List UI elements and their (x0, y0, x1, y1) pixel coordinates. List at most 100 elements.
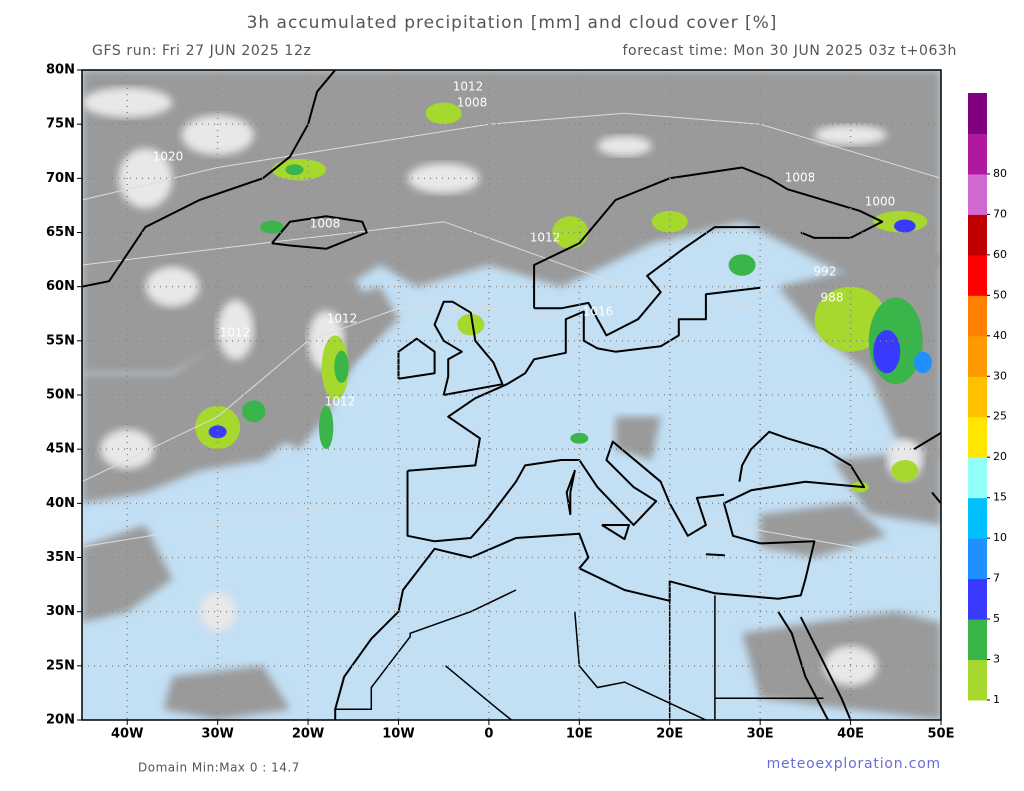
coastline (931, 491, 941, 504)
colorbar-label: 10 (993, 531, 1007, 544)
isobar-label: 1012 (325, 395, 356, 409)
colorbar-segment (968, 538, 987, 580)
coastline (601, 524, 630, 541)
lat-tick-label: 45N (46, 442, 75, 457)
precip-patch (208, 425, 227, 439)
precip-patch (242, 400, 266, 423)
colorbar-label: 5 (993, 612, 1000, 625)
cloud-bright (82, 87, 173, 118)
colorbar-label: 15 (993, 491, 1007, 504)
coastline (406, 440, 725, 543)
colorbar-label: 70 (993, 207, 1007, 220)
precip-patch (552, 216, 589, 249)
colorbar-label: 60 (993, 248, 1007, 261)
lon-tick-label: 30W (201, 727, 233, 742)
precip-patch (457, 313, 485, 336)
coastline (705, 553, 725, 557)
isobar-label: 1012 (327, 312, 358, 326)
cloud-cover (163, 665, 290, 720)
colorbar-label: 7 (993, 572, 1000, 585)
lon-tick-label: 20E (656, 727, 683, 742)
isobar-label: 1000 (865, 195, 896, 209)
precip-patch (318, 405, 334, 450)
precip-patch (873, 330, 901, 374)
coastline (397, 337, 436, 380)
isobar-label: 1012 (453, 80, 484, 94)
lat-tick-label: 65N (46, 225, 75, 240)
map-area: 1012 1008 1020 1008 1012 1008 1000 992 988 1012 10… (82, 70, 941, 720)
cloud-cover (760, 503, 887, 558)
colorbar-segment (968, 416, 987, 458)
run-label: GFS run: Fri 27 JUN 2025 12z (92, 43, 311, 59)
isobar (82, 221, 761, 309)
isobar-label: 1020 (153, 150, 184, 164)
cloud-bright (199, 591, 236, 632)
border (445, 665, 513, 720)
colorbar-label: 30 (993, 369, 1007, 382)
coastline (565, 469, 576, 516)
cloud-cover (82, 525, 173, 623)
isobar-label: 1008 (310, 217, 341, 231)
lon-tick-label: 30E (747, 727, 774, 742)
lat-tick-label: 40N (46, 496, 75, 511)
precip-patch (814, 286, 887, 352)
coastline (533, 166, 884, 309)
border (335, 589, 517, 710)
precip-patch (334, 350, 349, 384)
site-credit[interactable]: meteoexploration.com (767, 756, 941, 772)
cloud-bright (407, 163, 480, 194)
colorbar-segment (968, 376, 987, 418)
colorbar-label: 80 (993, 167, 1007, 180)
colorbar-label: 50 (993, 288, 1007, 301)
precip-patch (425, 102, 462, 125)
lat-tick-label: 30N (46, 604, 75, 619)
title: 3h accumulated precipitation [mm] and cl… (247, 13, 778, 33)
lon-tick-label: 10E (566, 727, 593, 742)
domain-minmax: Domain Min:Max 0 : 14.7 (138, 761, 300, 775)
cloud-bright (597, 135, 652, 156)
precip-patch (728, 254, 756, 276)
coastline (334, 430, 866, 720)
lat-tick-label: 55N (46, 333, 75, 348)
isobar-label: 1012 (220, 326, 251, 340)
coastline (534, 226, 761, 337)
cloud-bright (814, 125, 887, 145)
lat-tick-label: 35N (46, 550, 75, 565)
colorbar-label: 20 (993, 450, 1007, 463)
coastline (913, 432, 941, 451)
lon-tick-label: 40E (837, 727, 864, 742)
precip-patch (894, 219, 916, 233)
cloud-bright (217, 300, 254, 360)
lon-tick-label: 40W (111, 727, 143, 742)
lat-tick-label: 25N (46, 658, 75, 673)
precip-patch (285, 164, 304, 176)
colorbar-segment (968, 578, 987, 620)
precip-patch (651, 210, 688, 233)
colorbar-segment (968, 497, 987, 539)
isobar-label: 1016 (583, 305, 614, 319)
lon-tick-label: 20W (292, 727, 324, 742)
lat-tick-label: 75N (46, 117, 75, 132)
lon-tick-label: 0 (484, 727, 493, 742)
cloud-bright (100, 429, 155, 470)
colorbar-segment (968, 254, 987, 296)
cloud-bright (118, 148, 173, 209)
colorbar-segment (968, 457, 987, 499)
coastline (271, 215, 368, 250)
colorbar-label: 3 (993, 653, 1000, 666)
coastline (433, 300, 504, 396)
colorbar-segment (968, 619, 987, 661)
lat-tick-label: 80N (46, 63, 75, 78)
isobar-label: 1008 (785, 171, 816, 185)
colorbar-segment (968, 214, 987, 256)
coastline (799, 616, 852, 720)
isobar (82, 502, 941, 569)
lat-tick-label: 70N (46, 171, 75, 186)
isobar-label: 988 (821, 291, 844, 305)
isobar-label: 1012 (530, 231, 561, 245)
border (574, 611, 707, 720)
lat-tick-label: 20N (46, 713, 75, 728)
map-frame (81, 69, 942, 721)
